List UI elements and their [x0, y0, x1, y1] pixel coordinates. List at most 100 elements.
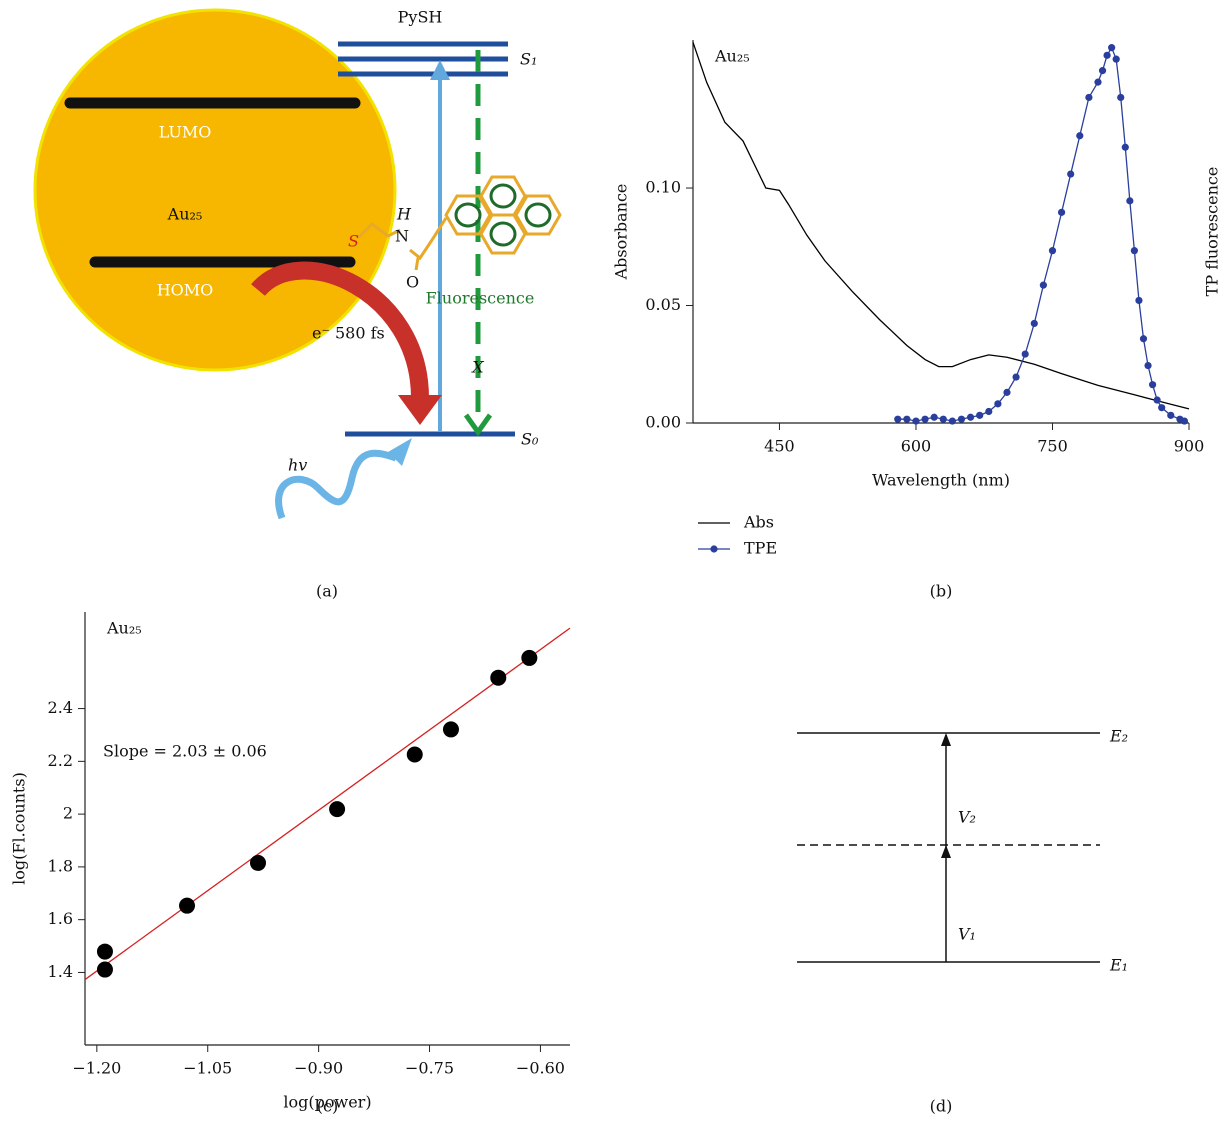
arrow-head	[388, 438, 412, 466]
pyrene-rings	[454, 183, 552, 247]
label: LUMO	[159, 123, 212, 142]
s1-levels	[338, 41, 508, 77]
label: H	[396, 205, 412, 224]
data-point	[1103, 51, 1111, 59]
x-tick-label: −0.60	[516, 1059, 565, 1078]
label: E₁	[1109, 956, 1128, 975]
data-point	[921, 415, 929, 423]
y-tick-label: 1.4	[48, 962, 73, 981]
data-point	[521, 649, 538, 666]
gold-cluster	[33, 8, 397, 372]
data-point	[1067, 170, 1075, 178]
data-point	[1076, 132, 1084, 140]
data-point	[1108, 44, 1116, 52]
x-tick-label: −1.20	[72, 1059, 121, 1078]
y-tick-label: 2.4	[48, 698, 73, 717]
y-tick-label: 0.00	[645, 413, 681, 432]
label: S₁	[520, 50, 537, 69]
label: Au₂₅	[167, 205, 203, 224]
data-point	[1003, 388, 1011, 396]
y-tick-label: 0.05	[645, 295, 681, 314]
label: Fluorescence	[426, 289, 535, 308]
data-point	[912, 417, 920, 425]
chain	[409, 217, 448, 261]
series-line	[692, 42, 1190, 410]
y-tick-label: 2.2	[48, 751, 73, 770]
x-tick-label: −0.90	[294, 1059, 343, 1078]
data-point	[894, 415, 902, 423]
data-point	[1121, 143, 1129, 151]
panel-label: (d)	[930, 1097, 953, 1116]
data-point	[939, 415, 947, 423]
label: HOMO	[157, 281, 214, 300]
label: E₂	[1109, 727, 1128, 746]
x-tick-label: 900	[1174, 437, 1205, 456]
data-point	[442, 721, 459, 738]
data-point	[1144, 361, 1152, 370]
label: PySH	[398, 8, 443, 27]
data-point	[930, 413, 938, 421]
arrow-head	[463, 413, 493, 437]
annotation: Slope = 2.03 ± 0.06	[103, 742, 267, 761]
y-tick-label: 2	[63, 804, 73, 823]
y-axis-label: log(Fl.counts)	[10, 772, 29, 885]
x-tick-label: −0.75	[405, 1059, 454, 1078]
data-point	[948, 417, 956, 425]
y-axis-label: Absorbance	[612, 184, 631, 281]
label: S₀	[521, 430, 539, 449]
panel-label: (c)	[317, 1097, 338, 1116]
label: S	[348, 232, 359, 251]
transfer-arrow	[251, 261, 429, 399]
label: O	[406, 273, 419, 292]
data-point	[903, 415, 911, 423]
x-tick-label: 600	[901, 437, 932, 456]
panel-label: (b)	[930, 582, 953, 601]
label: X	[470, 358, 484, 377]
bond	[414, 257, 420, 271]
legend-label: TPE	[744, 539, 777, 558]
panel-label: (a)	[316, 582, 338, 601]
pyrene	[444, 175, 562, 255]
fit-line	[84, 627, 571, 981]
x-axis-label: log(power)	[283, 1093, 371, 1112]
data-point	[994, 400, 1002, 408]
data-point	[1117, 93, 1125, 102]
arrow-head	[398, 395, 442, 425]
data-point	[1057, 208, 1066, 216]
x-axis-label: Wavelength (nm)	[872, 471, 1010, 490]
data-point	[1048, 247, 1057, 255]
data-point	[1135, 296, 1143, 305]
label: N	[395, 227, 409, 246]
data-point	[179, 897, 196, 914]
data-point	[966, 413, 975, 421]
data-point	[1030, 319, 1038, 328]
data-point	[1094, 78, 1102, 86]
series-line	[897, 46, 1185, 422]
data-point	[1158, 404, 1166, 412]
data-point	[329, 801, 346, 818]
photon	[275, 449, 398, 520]
annotation: Au₂₅	[106, 619, 142, 638]
annotation: Au₂₅	[714, 47, 750, 66]
data-point	[976, 411, 984, 419]
label: V₂	[958, 808, 976, 827]
data-point	[1021, 350, 1029, 358]
data-point	[1130, 247, 1138, 255]
label: V₁	[958, 925, 976, 944]
y-tick-label: 1.6	[48, 909, 73, 928]
data-point	[250, 854, 267, 871]
x-tick-label: 750	[1037, 437, 1068, 456]
data-point	[1167, 411, 1175, 419]
data-point	[1112, 55, 1120, 63]
data-point	[1180, 417, 1189, 425]
x-tick-label: −1.05	[183, 1059, 232, 1078]
arrow-head	[941, 845, 951, 858]
data-point	[957, 415, 966, 423]
data-point	[96, 961, 113, 978]
legend-marker	[710, 545, 718, 553]
data-point	[1098, 67, 1107, 75]
y2-axis-label: TP fluorescence	[1203, 167, 1222, 297]
data-point	[406, 746, 423, 763]
data-point	[1085, 93, 1093, 102]
x-tick-label: 450	[764, 437, 795, 456]
